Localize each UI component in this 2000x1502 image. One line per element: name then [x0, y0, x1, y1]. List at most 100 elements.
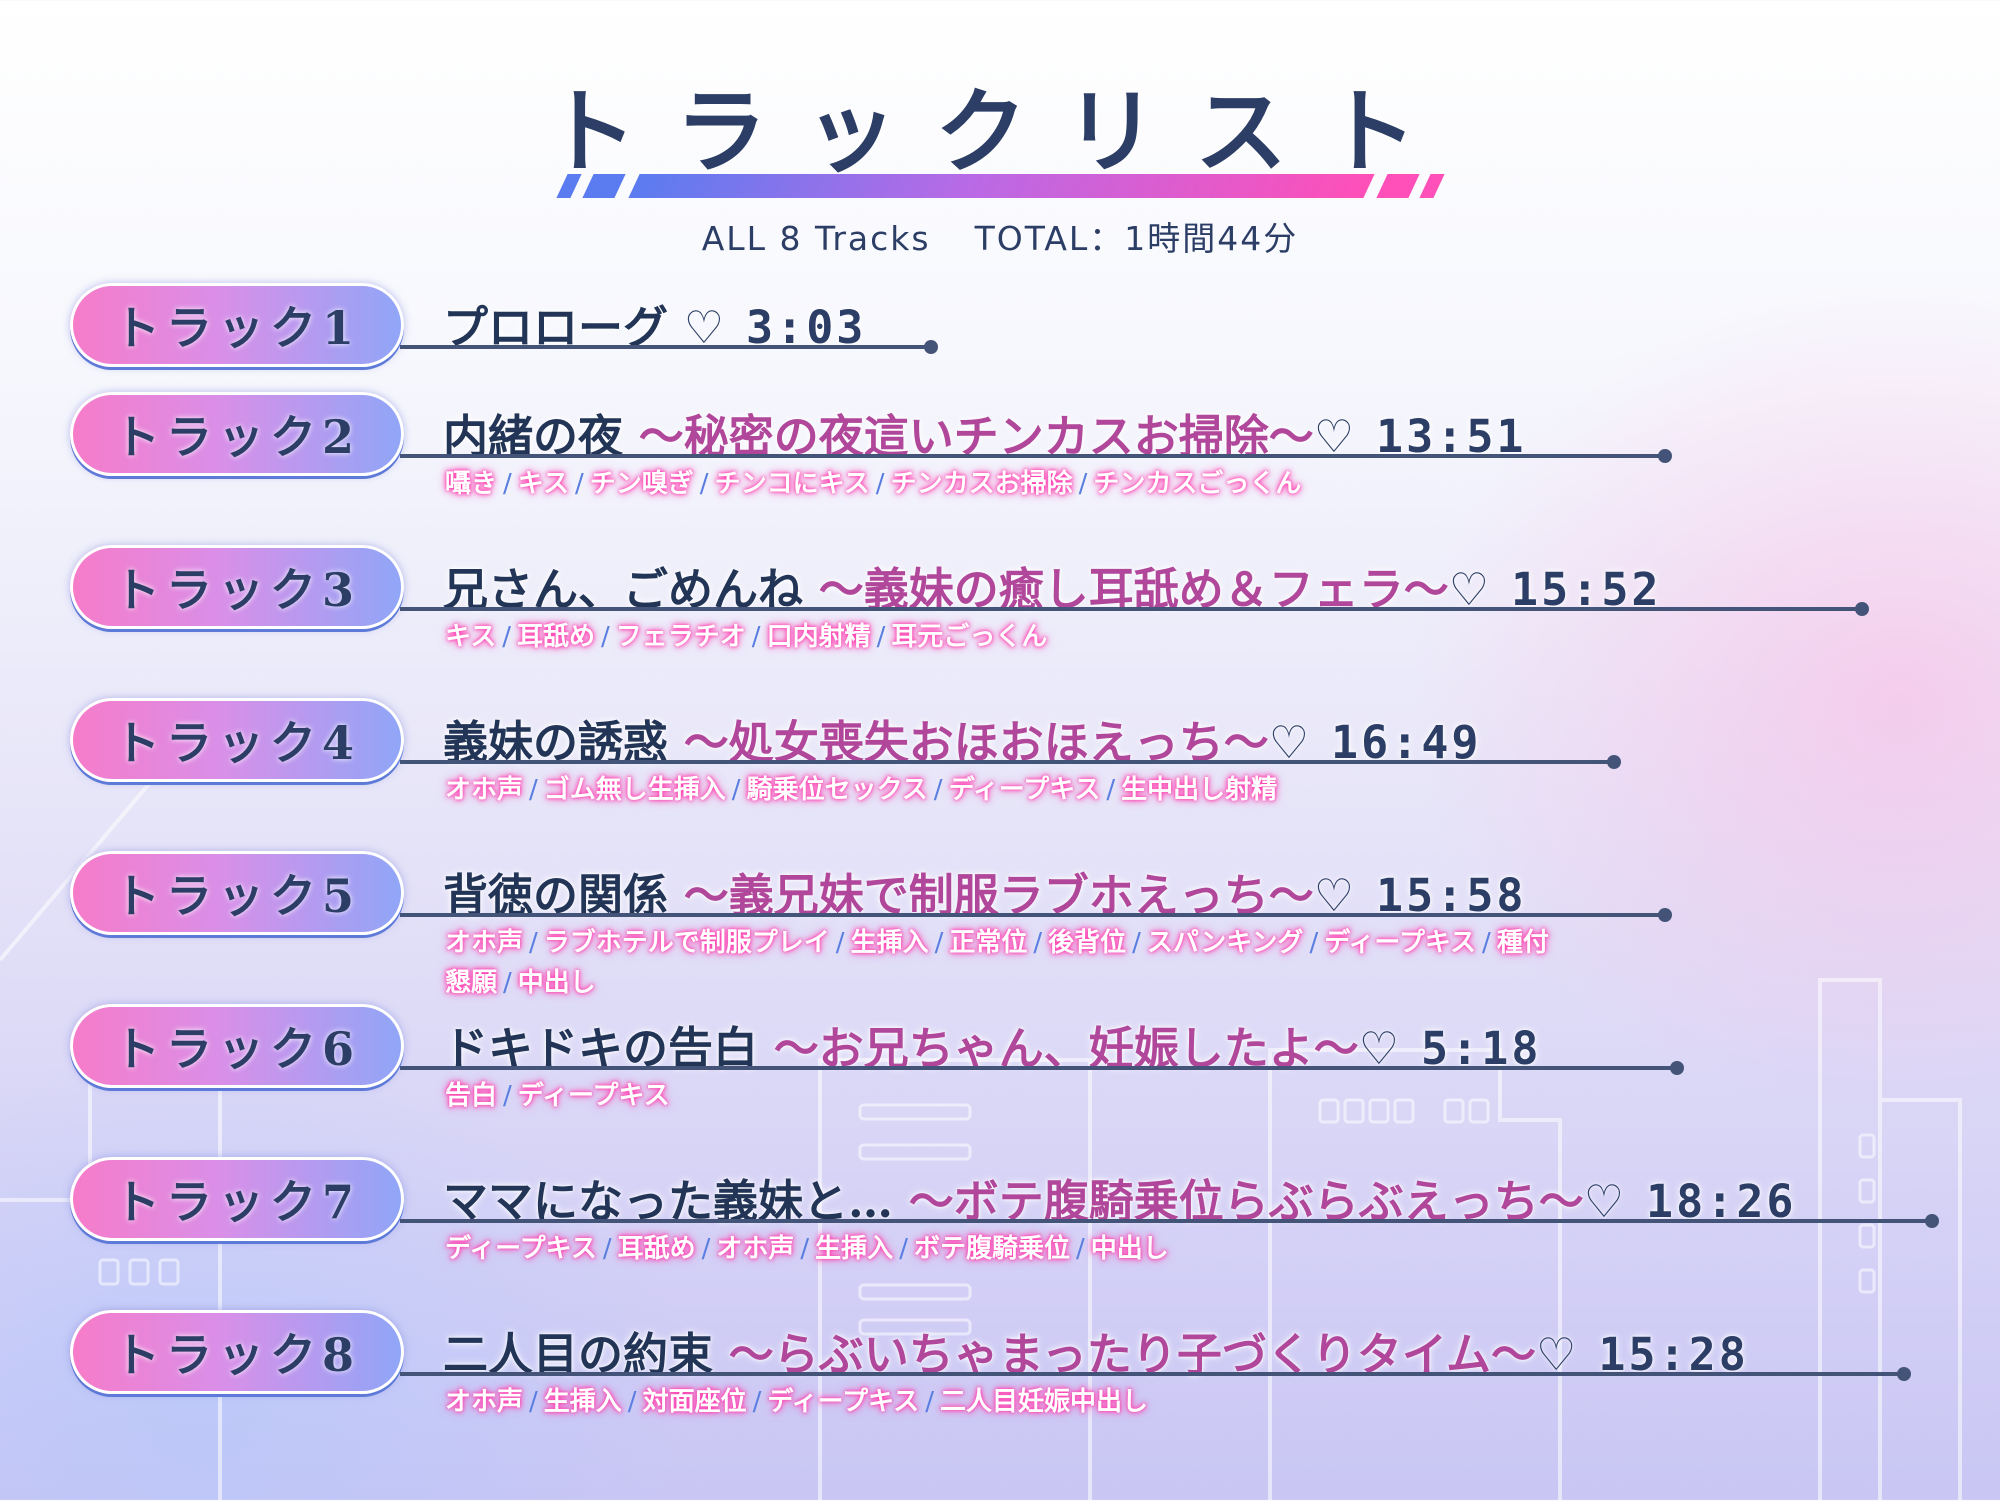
track-label-badge: トラック2 [70, 392, 404, 476]
track-row: トラック3 兄さん、ごめんね ～義妹の癒し耳舐め＆フェラ～♡ 15:52 キス / 耳… [0, 545, 2000, 737]
track-tags: 告白 / ディープキス [445, 1076, 1565, 1116]
track-tag: 中出し [517, 968, 596, 998]
track-tag: ディープキス [948, 775, 1101, 805]
track-tag: 種付懇願 [445, 928, 1549, 998]
track-tags: キス / 耳舐め / フェラチオ / 口内射精 / 耳元ごっくん [445, 617, 1565, 657]
track-underline-end-dot [1670, 1061, 1684, 1075]
track-tags: ディープキス / 耳舐め / オホ声 / 生挿入 / ボテ腹騎乗位 / 中出し [445, 1229, 1565, 1269]
track-tags: オホ声 / 生挿入 / 対面座位 / ディープキス / 二人目妊娠中出し [445, 1382, 1565, 1422]
tag-separator: / [731, 775, 741, 805]
track-underline-end-dot [1658, 908, 1672, 922]
track-tag: ディープキス [767, 1387, 920, 1417]
track-tag: 生挿入 [815, 1234, 894, 1264]
track-tag: オホ声 [716, 1234, 795, 1264]
track-underline [400, 345, 931, 349]
tag-separator: / [529, 775, 538, 805]
tag-separator: / [1309, 928, 1319, 958]
track-summary: ALL 8 Tracks TOTAL：1時間44分 [0, 212, 2000, 260]
track-tag: ゴム無し生挿入 [543, 775, 726, 805]
tag-separator: / [1132, 928, 1141, 958]
track-row: トラック7 ママになった義妹と… ～ボテ腹騎乗位らぶらぶえっち～♡ 18:26 デ… [0, 1157, 2000, 1349]
tag-separator: / [602, 1234, 612, 1264]
track-tag: 生挿入 [543, 1387, 622, 1417]
tag-separator: / [503, 1081, 512, 1111]
tag-separator: / [1106, 775, 1116, 805]
track-tag: 耳元ごっくん [891, 622, 1048, 652]
track-tag: 耳舐め [617, 1234, 696, 1264]
tag-separator: / [933, 775, 943, 805]
tag-separator: / [800, 1234, 810, 1264]
tag-separator: / [627, 1387, 637, 1417]
tag-separator: / [701, 1234, 711, 1264]
track-label-badge: トラック8 [70, 1310, 404, 1394]
tag-separator: / [899, 1234, 908, 1264]
track-tag: ディープキス [445, 1234, 597, 1264]
track-label-badge: トラック5 [70, 851, 404, 935]
track-tag: 後背位 [1048, 928, 1127, 958]
track-underline-end-dot [924, 340, 938, 354]
tag-separator: / [751, 622, 761, 652]
tag-separator: / [835, 928, 845, 958]
track-tag: オホ声 [445, 1387, 524, 1417]
tag-separator: / [575, 469, 584, 499]
track-row: トラック2 内緒の夜 ～秘密の夜這いチンカスお掃除～♡ 13:51 囁き / キス / チ… [0, 392, 2000, 584]
track-tag: 対面座位 [642, 1387, 747, 1417]
track-count: ALL 8 Tracks [701, 219, 931, 258]
track-tag: チンコにキス [714, 469, 870, 499]
tag-separator: / [529, 1387, 538, 1417]
track-underline [400, 913, 1665, 917]
tag-separator: / [699, 469, 709, 499]
tag-separator: / [1078, 469, 1088, 499]
track-tag: フェラチオ [615, 622, 746, 652]
track-tags: 囁き / キス / チン嗅ぎ / チンコにキス / チンカスお掃除 / チンカスごっくん [445, 464, 1565, 504]
track-underline [400, 454, 1665, 458]
track-row: トラック5 背徳の関係 ～義兄妹で制服ラブホえっち～♡ 15:58 オホ声 / ラブホ… [0, 851, 2000, 1043]
total-duration: TOTAL：1時間44分 [974, 219, 1299, 258]
track-underline-end-dot [1897, 1367, 1911, 1381]
tag-separator: / [601, 622, 610, 652]
track-tag: 二人目妊娠中出し [939, 1387, 1148, 1417]
track-tag: ディープキス [517, 1081, 670, 1111]
track-tag: 口内射精 [766, 622, 871, 652]
track-tag: 耳舐め [517, 622, 596, 652]
tag-separator: / [502, 622, 511, 652]
tag-separator: / [529, 928, 538, 958]
track-underline [400, 1066, 1677, 1070]
track-tag: オホ声 [445, 928, 524, 958]
track-tag: ボテ腹騎乗位 [913, 1234, 1070, 1264]
tag-separator: / [503, 469, 512, 499]
tag-separator: / [1482, 928, 1491, 958]
track-underline-end-dot [1855, 602, 1869, 616]
track-underline-end-dot [1658, 449, 1672, 463]
track-tags: オホ声 / ラブホテルで制服プレイ / 生挿入 / 正常位 / 後背位 / スパンキング / ディープキ… [445, 923, 1565, 1003]
track-tag: ラブホテルで制服プレイ [543, 928, 830, 958]
track-underline [400, 760, 1614, 764]
tag-separator: / [875, 469, 885, 499]
track-row: トラック6 ドキドキの告白 ～お兄ちゃん、妊娠したよ～♡ 5:18 告白 / ディープ… [0, 1004, 2000, 1196]
track-label-badge: トラック3 [70, 545, 404, 629]
track-tag: 正常位 [949, 928, 1028, 958]
tag-separator: / [876, 622, 886, 652]
track-tag: チンカスごっくん [1093, 469, 1302, 499]
track-row: トラック4 義妹の誘惑 ～処女喪失おほおほえっち～♡ 16:49 オホ声 / ゴム無し… [0, 698, 2000, 890]
tag-separator: / [925, 1387, 934, 1417]
track-label-badge: トラック1 [70, 283, 404, 367]
track-tag: 騎乗位セックス [746, 775, 928, 805]
track-tag: 囁き [445, 469, 498, 499]
track-label-badge: トラック7 [70, 1157, 404, 1241]
track-underline [400, 1372, 1904, 1376]
track-tag: キス [517, 469, 570, 499]
track-tag: キス [445, 622, 497, 652]
tag-separator: / [1033, 928, 1043, 958]
track-tag: チンカスお掃除 [890, 469, 1073, 499]
track-tag: 生挿入 [850, 928, 929, 958]
track-row: トラック1 プロローグ ♡ 3:03 [0, 283, 2000, 475]
track-label-badge: トラック4 [70, 698, 404, 782]
track-tag: 告白 [445, 1081, 498, 1111]
track-tag: 生中出し射精 [1121, 775, 1278, 805]
track-label-badge: トラック6 [70, 1004, 404, 1088]
track-tag: チン嗅ぎ [589, 469, 694, 499]
track-underline [400, 1219, 1932, 1223]
track-tag: 中出し [1090, 1234, 1169, 1264]
tag-separator: / [503, 968, 512, 998]
